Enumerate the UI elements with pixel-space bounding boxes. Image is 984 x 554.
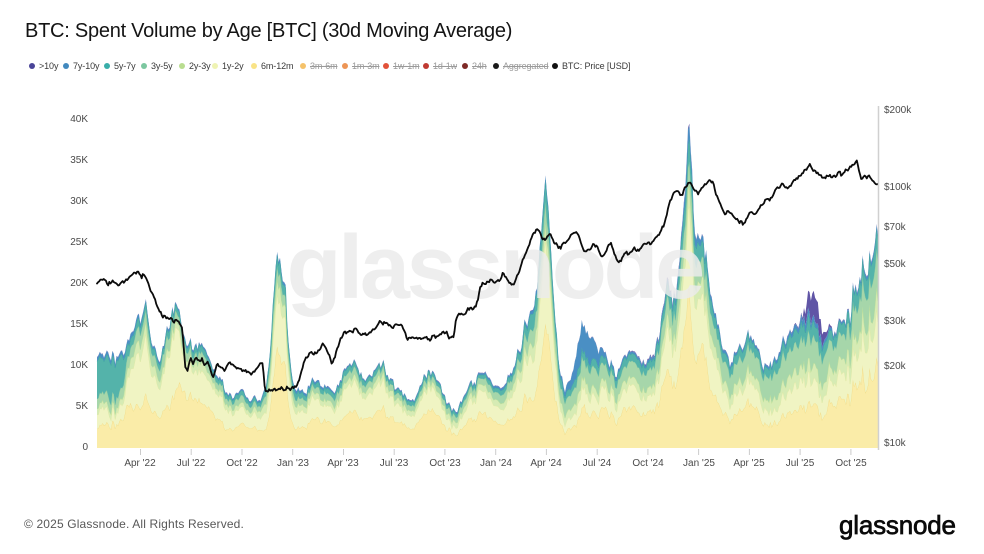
svg-text:glassnode: glassnode [287,218,703,318]
